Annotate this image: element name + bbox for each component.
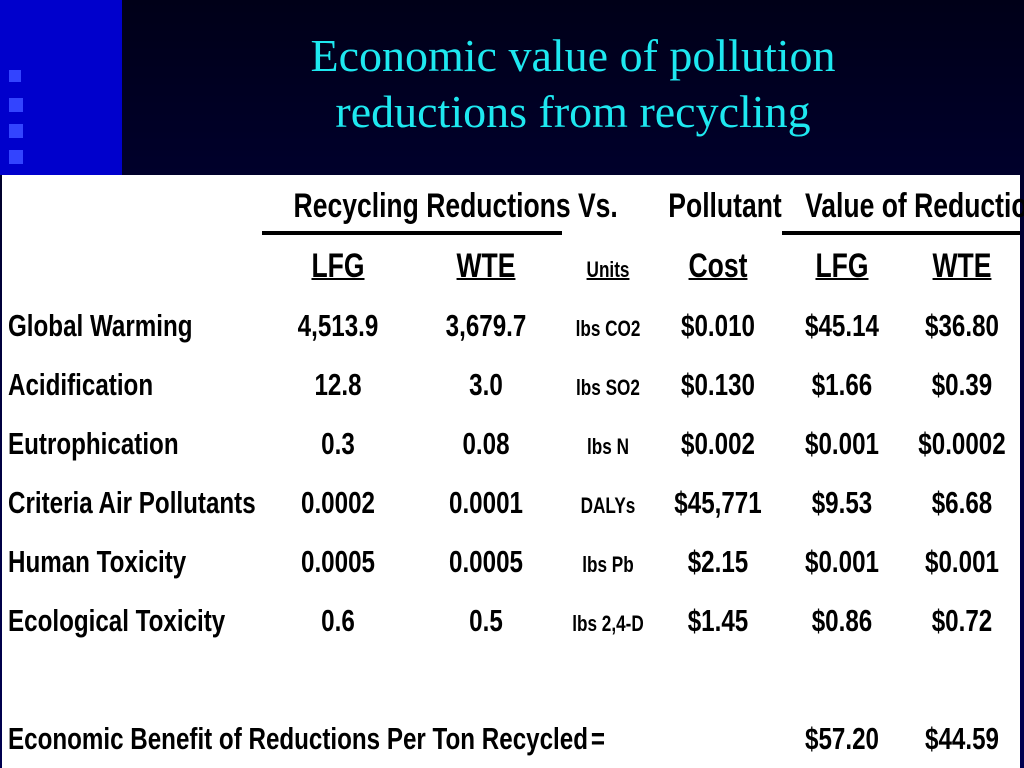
cell-val-lfg: $45.14 (805, 308, 879, 343)
decor-square (9, 150, 23, 164)
row-label: Eutrophication (8, 426, 179, 461)
cell-cost: $0.002 (681, 426, 755, 461)
cell-val-wte: $0.001 (925, 544, 999, 579)
cell-red-wte: 0.08 (462, 426, 510, 461)
decor-square (9, 98, 23, 112)
cell-cost: $0.130 (681, 367, 755, 402)
cell-val-lfg: $1.66 (811, 367, 873, 402)
slide-title: Economic value of pollution reductions f… (122, 28, 1024, 140)
cell-cost: $2.15 (687, 544, 749, 579)
row-label: Ecological Toxicity (8, 603, 226, 638)
group-header-value: Value of Reductions (805, 187, 1024, 225)
cell-units: lbs 2,4-D (572, 611, 644, 636)
cell-red-lfg: 12.8 (314, 367, 362, 402)
col-header-red-lfg: LFG (311, 247, 365, 285)
cell-val-lfg: $0.86 (811, 603, 873, 638)
group-header-reductions: Recycling Reductions Vs. (293, 187, 618, 225)
row-label: Human Toxicity (8, 544, 187, 579)
total-val-lfg: $57.20 (805, 721, 879, 756)
cell-red-wte: 0.0005 (449, 544, 523, 579)
total-val-wte: $44.59 (925, 721, 999, 756)
col-header-units: Units (586, 257, 630, 282)
cell-val-lfg: $0.001 (805, 544, 879, 579)
col-header-cost: Cost (688, 247, 748, 285)
cell-val-wte: $6.68 (931, 485, 993, 520)
group-header-pollutant: Pollutant (668, 187, 782, 225)
cell-red-wte: 3,679.7 (445, 308, 527, 343)
reductions-underline (262, 231, 562, 235)
left-accent-band (0, 0, 122, 175)
cell-cost: $0.010 (681, 308, 755, 343)
value-underline (782, 231, 1020, 235)
cell-units: lbs N (587, 434, 629, 459)
cell-cost: $45,771 (674, 485, 762, 520)
cell-units: lbs CO2 (575, 316, 641, 341)
table-panel: Recycling Reductions Vs. Pollutant Value… (2, 175, 1024, 768)
cell-cost: $1.45 (687, 603, 749, 638)
col-header-val-wte: WTE (932, 247, 992, 285)
cell-val-wte: $36.80 (925, 308, 999, 343)
row-label: Acidification (8, 367, 154, 402)
cell-val-wte: $0.0002 (918, 426, 1006, 461)
cell-units: lbs SO2 (576, 375, 640, 400)
row-label: Global Warming (8, 308, 193, 343)
row-label: Criteria Air Pollutants (8, 485, 256, 520)
title-line-2: reductions from recycling (335, 86, 811, 137)
title-line-1: Economic value of pollution (310, 30, 836, 81)
total-label: Economic Benefit of Reductions Per Ton R… (8, 721, 588, 756)
cell-red-lfg: 0.3 (321, 426, 355, 461)
total-equals: = (590, 721, 606, 756)
cell-red-wte: 0.0001 (449, 485, 523, 520)
cell-red-wte: 3.0 (469, 367, 503, 402)
col-header-red-wte: WTE (456, 247, 516, 285)
cell-units: DALYs (580, 493, 636, 518)
cell-red-lfg: 4,513.9 (297, 308, 379, 343)
cell-red-lfg: 0.0002 (301, 485, 375, 520)
cell-red-wte: 0.5 (469, 603, 503, 638)
cell-val-lfg: $9.53 (811, 485, 873, 520)
cell-val-wte: $0.39 (931, 367, 993, 402)
cell-val-wte: $0.72 (931, 603, 993, 638)
col-header-val-lfg: LFG (815, 247, 869, 285)
cell-units: lbs Pb (582, 552, 634, 577)
decor-square (9, 124, 23, 138)
cell-red-lfg: 0.6 (321, 603, 355, 638)
cell-val-lfg: $0.001 (805, 426, 879, 461)
decor-square (9, 70, 21, 82)
cell-red-lfg: 0.0005 (301, 544, 375, 579)
